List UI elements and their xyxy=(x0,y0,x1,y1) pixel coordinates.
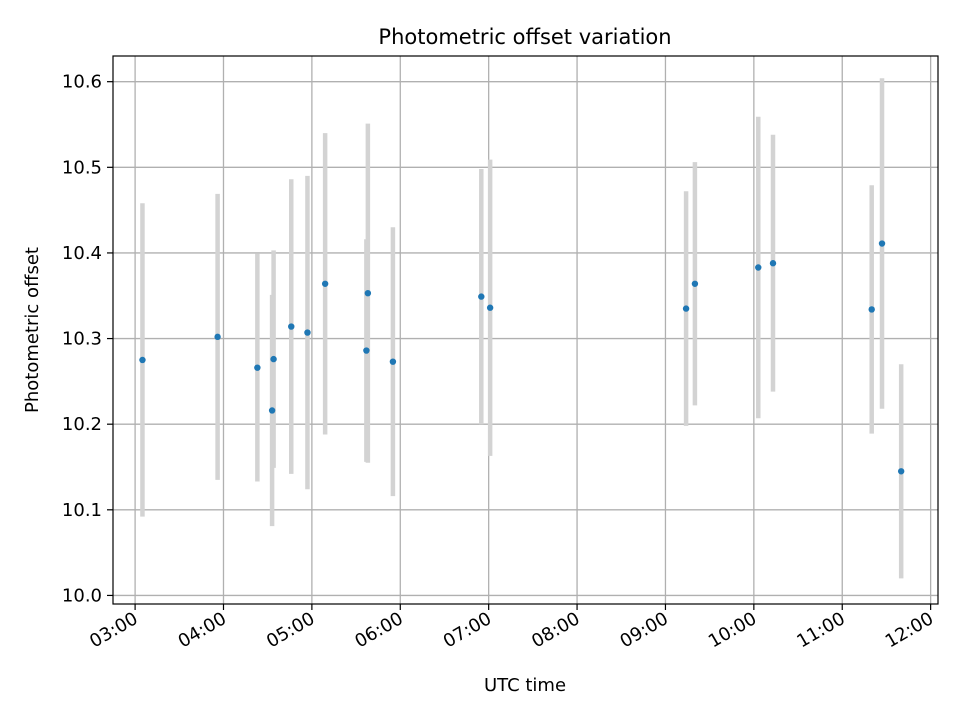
data-point xyxy=(268,407,276,414)
data-point xyxy=(691,280,699,287)
y-tick-label: 10.4 xyxy=(62,243,102,264)
data-point xyxy=(389,358,397,365)
data-point xyxy=(755,264,762,271)
data-point xyxy=(364,289,372,297)
data-points xyxy=(139,240,905,475)
data-point xyxy=(270,355,277,363)
y-tick-label: 10.6 xyxy=(62,72,102,93)
data-point xyxy=(304,329,311,336)
data-point xyxy=(214,333,221,341)
data-point xyxy=(897,468,905,475)
data-point xyxy=(878,240,886,247)
data-point xyxy=(321,280,329,287)
data-point xyxy=(868,306,875,313)
data-point xyxy=(363,347,370,354)
data-point xyxy=(682,305,690,312)
data-point xyxy=(288,323,295,330)
data-point xyxy=(478,293,485,300)
data-point xyxy=(486,304,494,311)
y-tick-label: 10.0 xyxy=(62,585,102,606)
x-axis-label: UTC time xyxy=(484,675,566,696)
y-tick-label: 10.5 xyxy=(62,157,102,178)
y-tick-label: 10.1 xyxy=(62,500,102,521)
y-tick-label: 10.2 xyxy=(62,414,102,435)
y-axis-label: Photometric offset xyxy=(22,247,43,413)
y-tick-label: 10.3 xyxy=(62,329,102,350)
plot-frame xyxy=(112,55,939,605)
data-point xyxy=(254,364,261,371)
grid xyxy=(113,56,938,604)
chart-title: Photometric offset variation xyxy=(378,25,671,49)
y-axis: 10.0 10.1 10.2 10.3 10.4 10.5 10.6 xyxy=(62,72,113,606)
data-point xyxy=(139,356,146,364)
data-point xyxy=(769,260,777,267)
